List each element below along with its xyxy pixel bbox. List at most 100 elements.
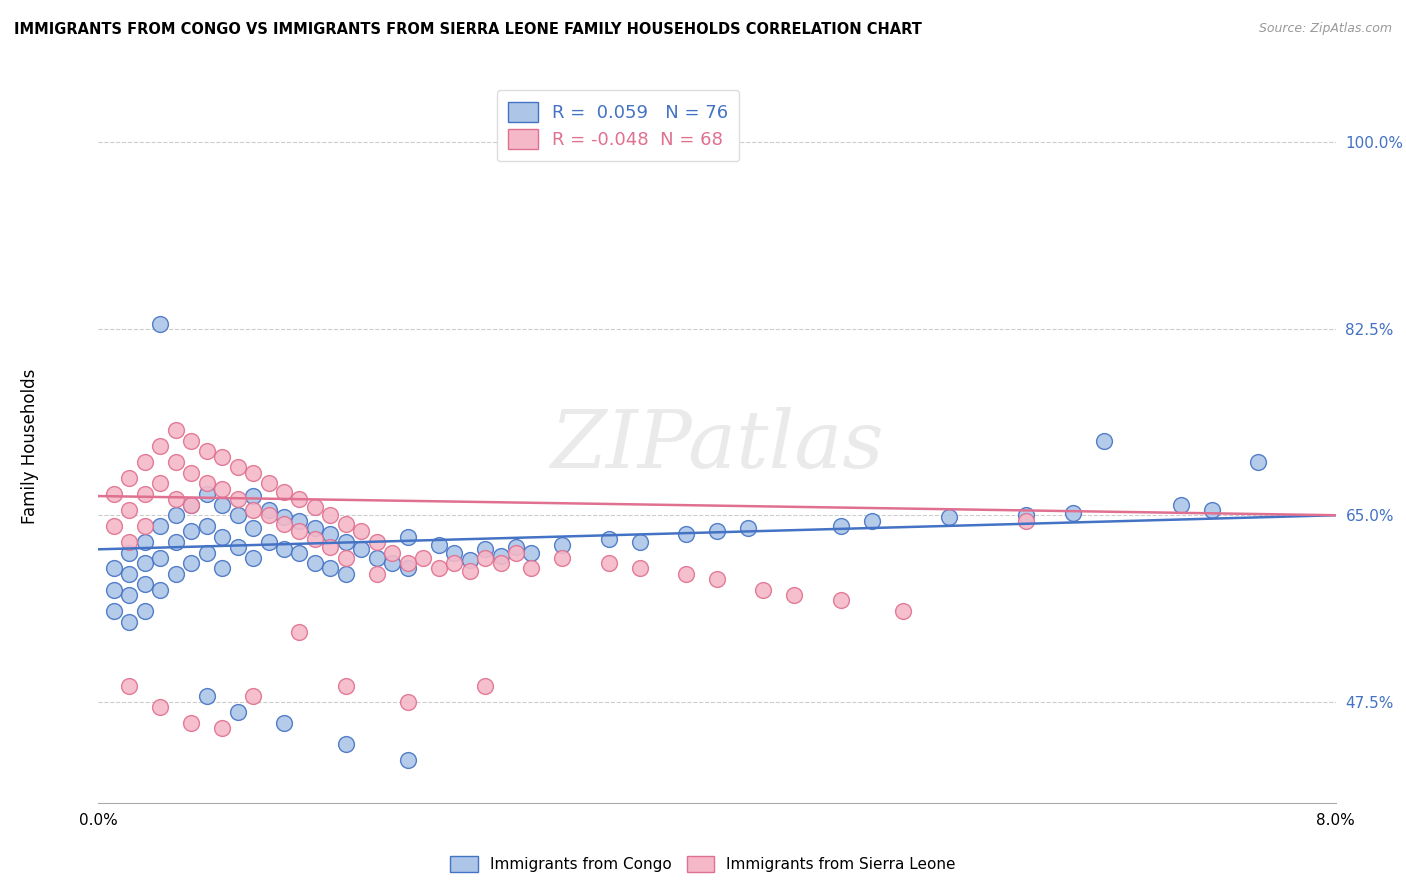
- Point: [783, 588, 806, 602]
- Point: [226, 540, 249, 554]
- Point: [474, 542, 496, 557]
- Point: [396, 695, 419, 709]
- Legend: Immigrants from Congo, Immigrants from Sierra Leone: Immigrants from Congo, Immigrants from S…: [443, 848, 963, 880]
- Point: [288, 524, 311, 539]
- Point: [443, 556, 465, 570]
- Point: [195, 476, 218, 491]
- Point: [319, 527, 342, 541]
- Point: [149, 550, 172, 565]
- Point: [242, 489, 264, 503]
- Point: [396, 556, 419, 570]
- Point: [520, 561, 543, 575]
- Point: [335, 737, 357, 751]
- Point: [1015, 514, 1038, 528]
- Point: [443, 545, 465, 559]
- Point: [350, 524, 373, 539]
- Point: [149, 317, 172, 331]
- Point: [118, 545, 141, 559]
- Point: [118, 588, 141, 602]
- Point: [211, 561, 233, 575]
- Point: [381, 556, 404, 570]
- Point: [273, 484, 295, 499]
- Point: [288, 545, 311, 559]
- Point: [195, 444, 218, 458]
- Point: [304, 556, 326, 570]
- Point: [134, 455, 156, 469]
- Point: [335, 566, 357, 581]
- Point: [273, 542, 295, 557]
- Point: [938, 510, 960, 524]
- Point: [598, 556, 620, 570]
- Point: [319, 561, 342, 575]
- Point: [1015, 508, 1038, 523]
- Point: [118, 503, 141, 517]
- Point: [551, 538, 574, 552]
- Legend: R =  0.059   N = 76, R = -0.048  N = 68: R = 0.059 N = 76, R = -0.048 N = 68: [496, 90, 740, 161]
- Point: [118, 534, 141, 549]
- Point: [891, 604, 914, 618]
- Point: [273, 715, 295, 730]
- Point: [304, 532, 326, 546]
- Point: [134, 487, 156, 501]
- Point: [149, 439, 172, 453]
- Point: [520, 545, 543, 559]
- Point: [427, 538, 450, 552]
- Point: [134, 534, 156, 549]
- Point: [226, 492, 249, 507]
- Point: [149, 700, 172, 714]
- Text: IMMIGRANTS FROM CONGO VS IMMIGRANTS FROM SIERRA LEONE FAMILY HOUSEHOLDS CORRELAT: IMMIGRANTS FROM CONGO VS IMMIGRANTS FROM…: [14, 22, 922, 37]
- Point: [1092, 434, 1115, 448]
- Point: [149, 476, 172, 491]
- Point: [474, 679, 496, 693]
- Point: [304, 521, 326, 535]
- Point: [257, 503, 280, 517]
- Point: [226, 508, 249, 523]
- Point: [675, 566, 697, 581]
- Point: [165, 455, 187, 469]
- Point: [103, 519, 125, 533]
- Point: [149, 582, 172, 597]
- Point: [860, 514, 883, 528]
- Point: [458, 564, 481, 578]
- Point: [396, 561, 419, 575]
- Point: [752, 582, 775, 597]
- Point: [165, 566, 187, 581]
- Point: [396, 529, 419, 543]
- Point: [103, 487, 125, 501]
- Point: [195, 519, 218, 533]
- Point: [211, 529, 233, 543]
- Point: [598, 532, 620, 546]
- Point: [118, 615, 141, 629]
- Point: [830, 593, 852, 607]
- Point: [335, 516, 357, 531]
- Point: [195, 487, 218, 501]
- Point: [304, 500, 326, 514]
- Point: [180, 524, 202, 539]
- Point: [134, 577, 156, 591]
- Point: [134, 556, 156, 570]
- Point: [180, 556, 202, 570]
- Point: [134, 604, 156, 618]
- Text: Family Households: Family Households: [21, 368, 39, 524]
- Point: [211, 450, 233, 464]
- Point: [195, 545, 218, 559]
- Point: [412, 550, 434, 565]
- Point: [458, 553, 481, 567]
- Point: [195, 690, 218, 704]
- Point: [396, 753, 419, 767]
- Point: [211, 482, 233, 496]
- Point: [242, 466, 264, 480]
- Point: [427, 561, 450, 575]
- Point: [180, 715, 202, 730]
- Point: [149, 519, 172, 533]
- Point: [675, 527, 697, 541]
- Point: [366, 566, 388, 581]
- Point: [211, 721, 233, 735]
- Point: [273, 516, 295, 531]
- Point: [1062, 506, 1084, 520]
- Point: [103, 604, 125, 618]
- Point: [165, 534, 187, 549]
- Point: [489, 549, 512, 563]
- Point: [335, 534, 357, 549]
- Point: [1201, 503, 1223, 517]
